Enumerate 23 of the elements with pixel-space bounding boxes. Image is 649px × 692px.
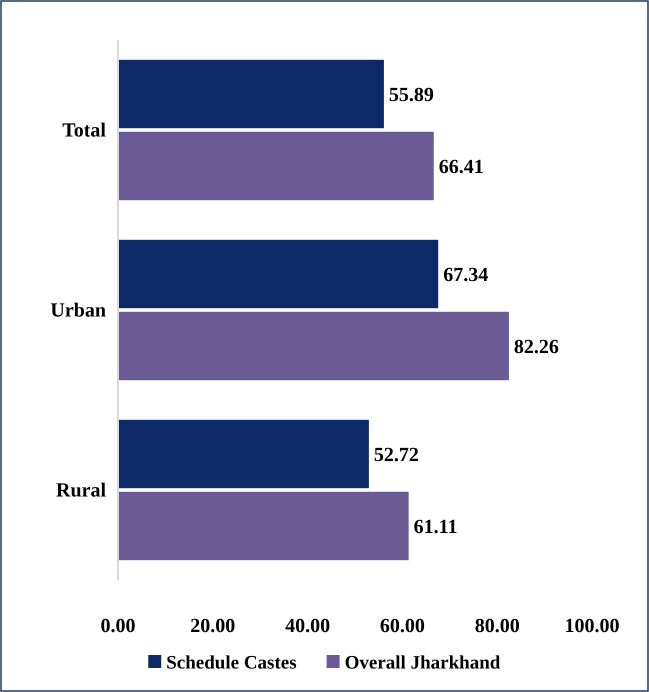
data-label: 61.11: [414, 516, 458, 538]
x-tick-label: 20.00: [190, 615, 236, 638]
data-label: 55.89: [388, 84, 434, 106]
bar: [119, 60, 384, 128]
bar: [119, 492, 409, 560]
x-tick-label: 0.00: [100, 615, 136, 638]
x-tick-label: 40.00: [285, 615, 330, 638]
legend-label: Schedule Castes: [166, 652, 297, 674]
x-tick-label: 60.00: [380, 615, 425, 638]
data-label: 67.34: [443, 264, 488, 286]
bar: [119, 312, 509, 380]
data-label: 52.72: [374, 444, 419, 466]
x-tick-label: 80.00: [474, 615, 520, 638]
bar: [119, 240, 438, 308]
bar: [119, 420, 369, 488]
y-tick-label: Urban: [50, 299, 106, 322]
legend-label: Overall Jharkhand: [344, 652, 501, 674]
data-label: 82.26: [514, 336, 559, 358]
data-label: 66.41: [438, 156, 484, 178]
y-tick-label: Rural: [56, 479, 106, 502]
y-tick-label: Total: [62, 119, 106, 142]
bar: [119, 132, 434, 200]
x-tick-label: 100.00: [564, 615, 620, 638]
